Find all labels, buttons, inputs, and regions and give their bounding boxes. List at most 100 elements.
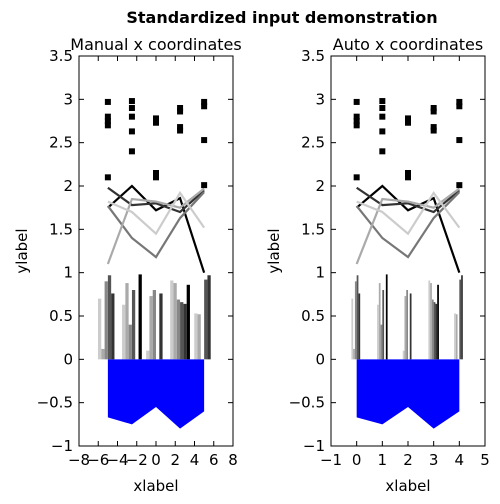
series-line <box>355 187 460 265</box>
y-tick-label: 2.5 <box>301 134 325 152</box>
square-marker <box>128 128 135 135</box>
bar <box>183 303 187 360</box>
bar <box>149 296 153 360</box>
y-tick-label: 2 <box>63 177 73 195</box>
bar <box>402 350 405 360</box>
series-line <box>107 184 206 274</box>
x-tick-label: 4 <box>455 451 465 469</box>
y-tick-label: 0 <box>63 350 73 368</box>
square-marker <box>456 103 463 110</box>
square-marker <box>353 98 360 105</box>
bar <box>207 275 211 360</box>
square-marker <box>177 127 184 134</box>
x-tick-label: −2 <box>126 451 148 469</box>
square-marker <box>177 105 184 111</box>
square-marker <box>353 118 360 124</box>
bar <box>101 348 105 360</box>
bar <box>354 281 357 360</box>
bar <box>131 290 136 360</box>
series-line <box>106 191 205 259</box>
square-marker <box>201 98 208 105</box>
x-tick-label: 5 <box>480 451 490 469</box>
x-tick-label: 2 <box>170 451 180 469</box>
bar <box>107 275 112 360</box>
square-marker <box>201 103 208 110</box>
bar <box>180 302 184 360</box>
bar <box>459 279 462 360</box>
square-marker <box>201 137 208 144</box>
square-marker <box>128 98 135 105</box>
series-line <box>107 190 206 236</box>
x-tick-label: −6 <box>87 451 109 469</box>
y-tick-label: 1.5 <box>301 220 325 238</box>
square-marker <box>405 119 411 126</box>
square-marker <box>405 170 411 176</box>
square-marker <box>405 115 411 122</box>
y-tick-label: −0.5 <box>37 394 73 412</box>
x-tick-label: 4 <box>190 451 200 469</box>
x-axis-label: xlabel <box>385 477 430 495</box>
bar <box>159 293 163 360</box>
y-tick-label: 0 <box>315 350 325 368</box>
bar <box>152 290 156 360</box>
series-line <box>356 190 461 236</box>
y-tick-label: 2 <box>315 177 325 195</box>
square-marker <box>353 113 360 120</box>
x-tick-label: 0 <box>352 451 362 469</box>
square-marker <box>153 115 159 122</box>
x-tick-label: 3 <box>429 451 439 469</box>
bar <box>122 304 126 360</box>
square-marker <box>379 105 386 111</box>
bar <box>437 284 439 360</box>
square-marker <box>128 113 135 120</box>
bar <box>433 302 436 360</box>
bar <box>435 303 438 360</box>
square-marker <box>177 108 184 115</box>
series-line <box>355 191 461 259</box>
bar <box>382 290 385 360</box>
bar <box>197 314 201 360</box>
square-marker <box>456 182 463 189</box>
square-marker <box>430 127 437 134</box>
y-tick-label: −1 <box>51 437 73 455</box>
y-tick-label: 1 <box>63 264 73 282</box>
bar <box>358 293 361 360</box>
x-tick-label: 8 <box>228 451 238 469</box>
y-tick-label: 3 <box>63 90 73 108</box>
square-marker <box>128 105 135 111</box>
x-tick-label: 1 <box>378 451 388 469</box>
bar <box>430 283 432 360</box>
bar <box>170 280 174 360</box>
square-marker <box>104 118 111 124</box>
bar <box>377 304 379 360</box>
bar <box>380 324 383 360</box>
x-tick-label: 2 <box>403 451 413 469</box>
square-marker <box>153 170 159 176</box>
square-marker <box>104 98 111 105</box>
bar <box>431 299 434 360</box>
y-tick-label: 0.5 <box>49 307 73 325</box>
series-line <box>355 184 461 274</box>
x-tick-label: −1 <box>320 451 342 469</box>
square-marker <box>128 148 135 155</box>
square-marker <box>177 124 184 131</box>
bar <box>176 299 181 360</box>
y-tick-label: 3.5 <box>301 47 325 65</box>
square-marker <box>153 174 159 181</box>
chart-manual-x: −8−6−4−2 0 2 4 6 8−1−0.500.511.522.533.5Manua… <box>13 35 242 495</box>
square-marker <box>153 119 159 126</box>
series-line <box>106 187 205 265</box>
y-tick-label: −1 <box>303 437 325 455</box>
y-tick-label: 2.5 <box>49 134 73 152</box>
bar <box>461 275 463 360</box>
square-marker <box>353 122 360 129</box>
x-tick-label: −4 <box>106 451 128 469</box>
y-tick-label: 3 <box>315 90 325 108</box>
area-fill <box>356 359 460 429</box>
bar <box>409 293 412 360</box>
square-marker <box>430 108 437 115</box>
bar <box>125 283 129 360</box>
chart-title: Auto x coordinates <box>333 35 483 54</box>
